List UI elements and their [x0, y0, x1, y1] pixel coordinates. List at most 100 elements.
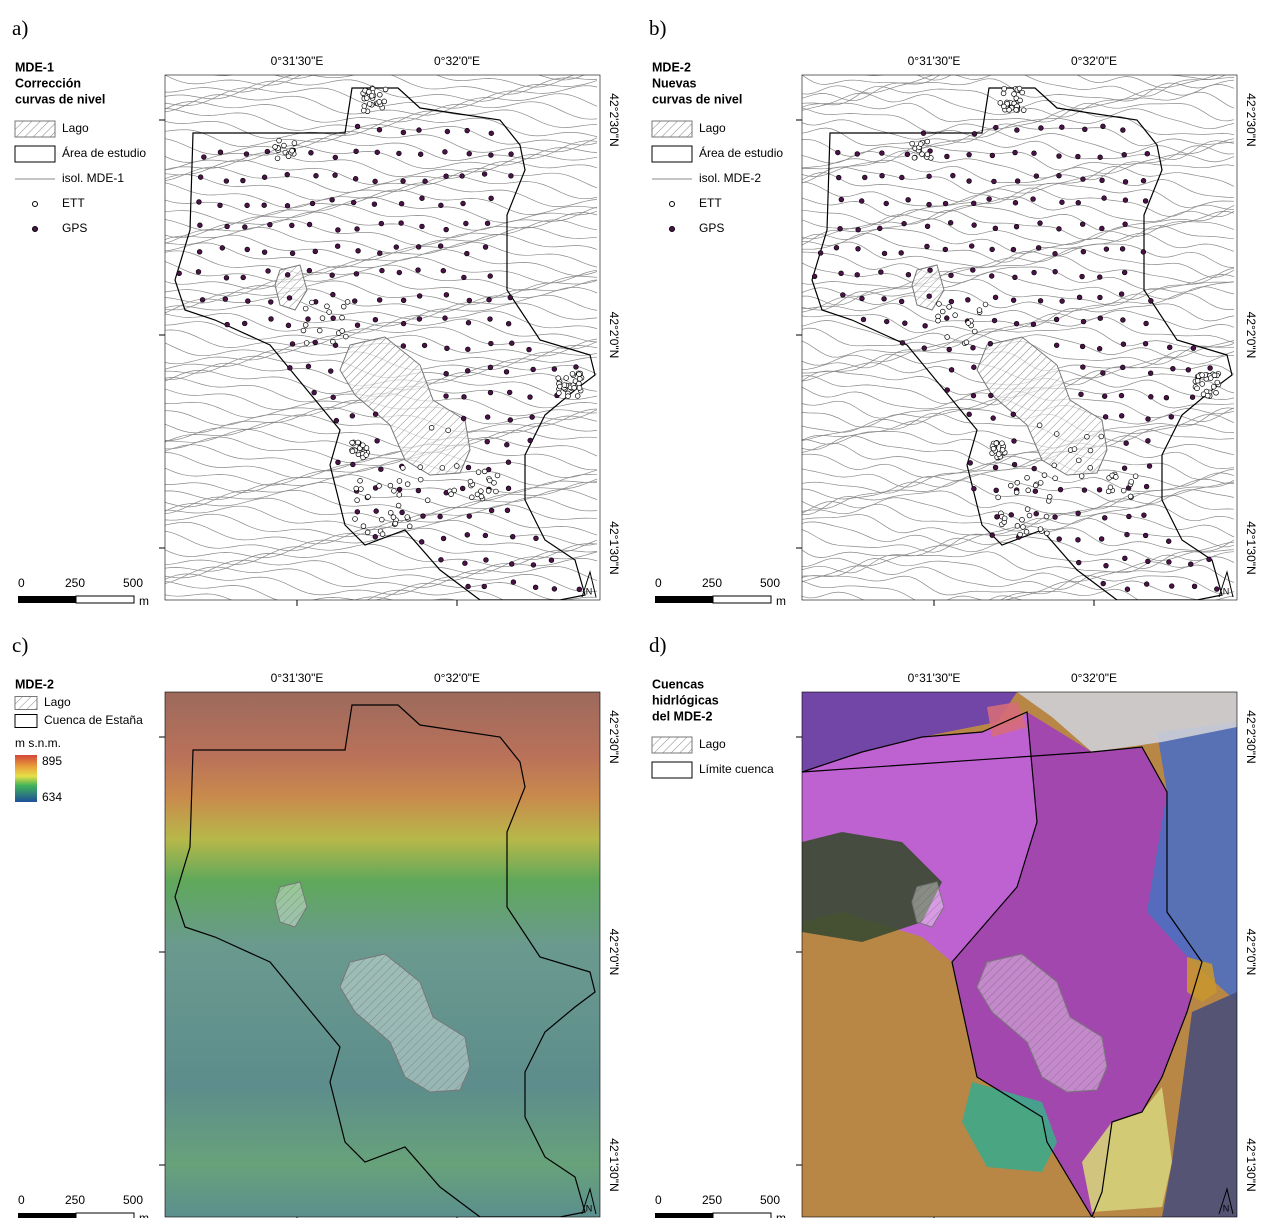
gps-point: [1032, 151, 1037, 156]
scale-bar: [655, 596, 713, 603]
gps-point: [1169, 414, 1174, 419]
gps-point: [1141, 249, 1146, 254]
ett-point: [303, 323, 308, 328]
gps-point: [1167, 345, 1172, 350]
gps-point: [355, 323, 360, 328]
gps-point: [925, 244, 930, 249]
gps-point: [947, 347, 952, 352]
ett-point: [1085, 434, 1090, 439]
gps-point: [1164, 395, 1169, 400]
ett-point: [972, 329, 977, 334]
scale-label: 250: [702, 1193, 722, 1207]
gps-point: [1036, 245, 1041, 250]
ett-point: [556, 391, 561, 396]
gps-point: [377, 127, 382, 132]
legend-label: GPS: [62, 221, 87, 235]
gps-point: [856, 246, 861, 251]
gps-point: [992, 318, 997, 323]
scale-bar: [18, 596, 76, 603]
ett-point: [282, 143, 287, 148]
ett-point: [945, 335, 950, 340]
gps-point: [1100, 178, 1105, 183]
gps-point: [882, 251, 887, 256]
gps-point: [971, 486, 976, 491]
colorbar-title: m s.n.m.: [15, 736, 61, 750]
gps-point: [1102, 394, 1107, 399]
ett-point: [1045, 531, 1050, 536]
contour: [802, 602, 1234, 629]
gps-point: [488, 274, 493, 279]
gps-point: [1012, 462, 1017, 467]
contour: [802, 46, 1234, 75]
gps-point: [310, 201, 315, 206]
ett-point: [354, 486, 359, 491]
gps-point: [462, 394, 467, 399]
gps-point: [1076, 537, 1081, 542]
gps-point: [290, 251, 295, 256]
gps-point: [1011, 247, 1016, 252]
gps-point: [443, 316, 448, 321]
gps-point: [948, 220, 953, 225]
gps-point: [262, 203, 267, 208]
gps-point: [461, 201, 466, 206]
gps-point: [991, 416, 996, 421]
gps-point: [1169, 584, 1174, 589]
gps-point: [990, 533, 995, 538]
legend-title: MDE-2: [652, 60, 691, 74]
ett-point: [1195, 378, 1200, 383]
gps-point: [1097, 346, 1102, 351]
lat-label: 42°2'0"N: [1244, 929, 1258, 976]
ett-point: [1200, 382, 1205, 387]
ett-point: [977, 308, 982, 313]
ett-point: [577, 386, 582, 391]
gps-point: [465, 532, 470, 537]
ett-point: [1021, 525, 1026, 530]
gps-point: [1142, 513, 1147, 518]
ett-point: [1047, 494, 1052, 499]
gps-point: [836, 175, 841, 180]
gps-point: [463, 221, 468, 226]
ett-point: [364, 453, 369, 458]
scale-label: 0: [18, 576, 25, 590]
ett-point: [1106, 489, 1111, 494]
gps-point: [241, 275, 246, 280]
gps-point: [856, 227, 861, 232]
gps-point: [397, 270, 402, 275]
gps-point: [461, 416, 466, 421]
ett-point: [365, 530, 370, 535]
scale-unit: m: [776, 1211, 786, 1218]
lat-label: 42°1'30"N: [1244, 521, 1258, 574]
gps-point: [1099, 537, 1104, 542]
ett-point: [912, 155, 917, 160]
gps-point: [285, 272, 290, 277]
gps-point: [373, 317, 378, 322]
gps-point: [198, 175, 203, 180]
gps-point: [1098, 155, 1103, 160]
gps-point: [906, 272, 911, 277]
lon-label: 0°32'0"E: [1071, 54, 1117, 68]
gps-point: [420, 196, 425, 201]
gps-point: [438, 203, 443, 208]
scale-label: 500: [123, 576, 143, 590]
panel: b)MDE-2Nuevascurvas de nivelLagoÁrea de …: [649, 16, 1258, 643]
ett-point: [388, 510, 393, 515]
gps-point: [506, 460, 511, 465]
contour: [165, 48, 597, 73]
lon-label: 0°32'0"E: [1071, 671, 1117, 685]
gps-point: [1097, 487, 1102, 492]
gps-point: [355, 509, 360, 514]
gps-point: [488, 365, 493, 370]
legend-box: [15, 146, 55, 162]
gps-point: [943, 247, 948, 252]
contour: [802, 23, 1234, 52]
gps-point: [509, 173, 514, 178]
gps-point: [287, 295, 292, 300]
gps-point: [504, 369, 509, 374]
ett-point: [991, 446, 996, 451]
gps-point: [483, 245, 488, 250]
gps-point: [860, 296, 865, 301]
gps-point: [1144, 321, 1149, 326]
gps-point: [812, 274, 817, 279]
lon-label: 0°32'0"E: [434, 671, 480, 685]
ett-point: [468, 479, 473, 484]
